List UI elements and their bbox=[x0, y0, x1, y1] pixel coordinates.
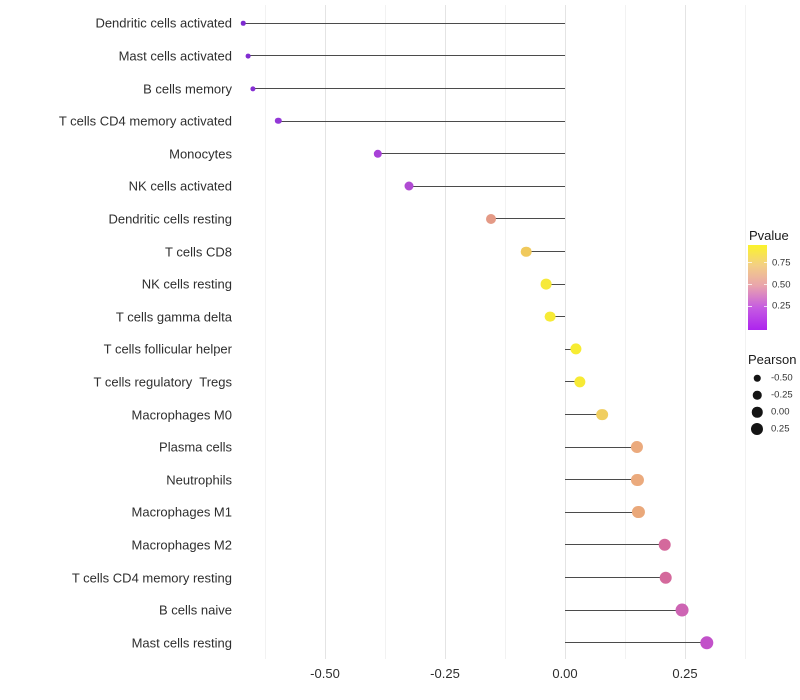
pearson-legend-label: 0.00 bbox=[771, 406, 790, 418]
lollipop-dot bbox=[241, 21, 246, 26]
lollipop-stem bbox=[565, 609, 682, 611]
lollipop-dot bbox=[569, 343, 582, 355]
lollipop-stem bbox=[565, 544, 665, 546]
y-axis-label: Dendritic cells resting bbox=[108, 211, 232, 227]
pvalue-tick-label: 0.50 bbox=[772, 278, 791, 290]
pearson-legend-title: Pearson bbox=[748, 352, 797, 367]
minor-gridline bbox=[384, 5, 386, 659]
lollipop-stem bbox=[565, 479, 638, 481]
lollipop-stem bbox=[377, 153, 565, 155]
lollipop-dot bbox=[574, 376, 586, 388]
y-axis-label: Dendritic cells activated bbox=[95, 15, 232, 31]
major-gridline bbox=[564, 5, 566, 659]
x-tick-label: -0.50 bbox=[310, 666, 340, 681]
y-axis-label: T cells follicular helper bbox=[103, 341, 232, 357]
lollipop-dot bbox=[632, 506, 645, 519]
lollipop-dot bbox=[699, 635, 714, 650]
colorbar-tick-mark bbox=[764, 305, 768, 308]
minor-gridline bbox=[264, 5, 266, 659]
y-axis-label: Neutrophils bbox=[166, 472, 232, 488]
lollipop-stem bbox=[565, 642, 707, 644]
y-axis-label: T cells CD8 bbox=[165, 244, 232, 259]
y-axis-label: T cells CD4 memory activated bbox=[58, 113, 232, 129]
colorbar-tick-mark bbox=[764, 261, 768, 264]
lollipop-dot bbox=[245, 53, 251, 59]
y-axis-label: T cells gamma delta bbox=[115, 309, 232, 325]
pearson-legend-dot bbox=[751, 406, 763, 418]
lollipop-stem bbox=[490, 218, 565, 220]
lollipop-stem bbox=[243, 22, 565, 24]
lollipop-dot bbox=[520, 246, 532, 257]
y-axis-label: B cells memory bbox=[143, 81, 232, 96]
lollipop-dot bbox=[630, 441, 643, 454]
lollipop-dot bbox=[373, 149, 382, 158]
y-axis-label: Plasma cells bbox=[159, 439, 232, 455]
lollipop-dot bbox=[596, 408, 609, 421]
lollipop-dot bbox=[404, 181, 414, 191]
y-axis-label: Macrophages M2 bbox=[131, 537, 232, 553]
minor-gridline bbox=[624, 5, 626, 659]
lollipop-stem bbox=[409, 185, 565, 187]
minor-gridline bbox=[504, 5, 506, 659]
lollipop-stem bbox=[526, 250, 565, 253]
lollipop-dot bbox=[540, 278, 552, 290]
pearson-legend-label: -0.50 bbox=[771, 372, 793, 384]
y-axis-label: T cells CD4 memory resting bbox=[71, 570, 232, 585]
pvalue-tick-label: 0.25 bbox=[772, 300, 791, 312]
major-gridline bbox=[324, 5, 326, 659]
lollipop-stem bbox=[545, 283, 565, 285]
x-tick-label: 0.00 bbox=[552, 666, 578, 681]
y-axis-label: NK cells resting bbox=[141, 276, 232, 292]
lollipop-dot bbox=[675, 603, 689, 617]
y-axis-label: Macrophages M1 bbox=[131, 504, 232, 520]
pearson-legend-dot bbox=[751, 423, 763, 435]
pearson-legend-label: 0.25 bbox=[771, 423, 790, 435]
y-axis-label: Mast cells resting bbox=[131, 635, 232, 651]
y-axis-label: T cells regulatory Tregs bbox=[93, 374, 232, 390]
lollipop-dot bbox=[275, 117, 282, 125]
y-axis-label: NK cells activated bbox=[128, 178, 232, 194]
lollipop-stem bbox=[248, 55, 565, 57]
lollipop-stem bbox=[565, 413, 603, 416]
pvalue-tick-label: 0.75 bbox=[772, 256, 791, 268]
colorbar-tick-mark bbox=[748, 261, 752, 264]
y-axis-label: Macrophages M0 bbox=[131, 407, 232, 422]
pvalue-gradient-bar bbox=[748, 245, 767, 330]
colorbar-tick-mark bbox=[748, 305, 752, 308]
y-axis-label: B cells naive bbox=[159, 602, 232, 618]
lollipop-dot bbox=[631, 473, 644, 486]
x-tick-label: -0.25 bbox=[430, 666, 460, 681]
lollipop-stem bbox=[565, 446, 637, 448]
colorbar-tick-mark bbox=[764, 283, 768, 286]
lollipop-stem bbox=[565, 576, 666, 579]
colorbar-tick-mark bbox=[748, 283, 752, 286]
lollipop-stem bbox=[253, 87, 565, 90]
pearson-legend-label: -0.25 bbox=[771, 389, 793, 401]
pearson-legend-dot bbox=[753, 374, 761, 382]
minor-gridline bbox=[744, 5, 746, 659]
major-gridline bbox=[444, 5, 446, 659]
lollipop-stem bbox=[565, 511, 639, 513]
lollipop-stem bbox=[565, 381, 580, 383]
x-tick-label: 0.25 bbox=[672, 666, 698, 681]
lollipop-dot bbox=[658, 538, 672, 552]
y-axis-label: Monocytes bbox=[169, 146, 232, 162]
major-gridline bbox=[684, 5, 686, 659]
lollipop-stem bbox=[278, 120, 565, 122]
pvalue-legend-title: Pvalue bbox=[749, 228, 789, 243]
lollipop-dot bbox=[544, 311, 556, 323]
lollipop-dot bbox=[250, 85, 256, 92]
y-axis-label: Mast cells activated bbox=[118, 48, 232, 64]
lollipop-dot bbox=[659, 571, 673, 584]
lollipop-stem bbox=[550, 316, 565, 318]
lollipop-dot bbox=[485, 213, 496, 224]
pearson-legend-dot bbox=[752, 390, 762, 400]
